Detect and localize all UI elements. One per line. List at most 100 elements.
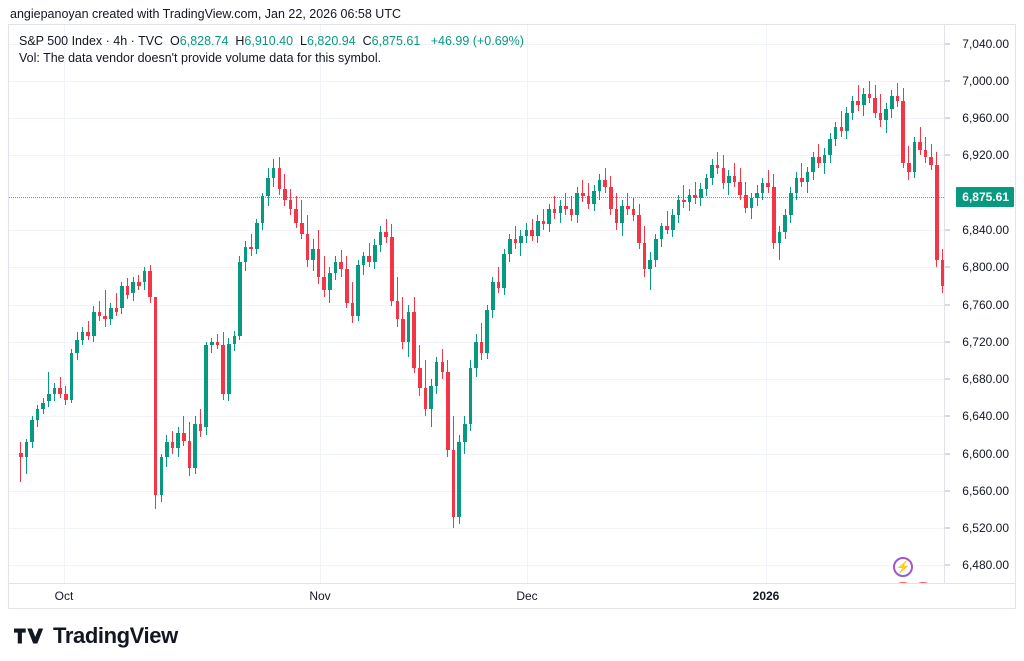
candle-body — [862, 93, 866, 106]
candle-body — [564, 205, 568, 210]
candle-wick — [323, 256, 325, 298]
candle-body — [92, 311, 96, 337]
candle-body — [423, 388, 428, 409]
candle-body — [743, 194, 748, 208]
candle-body — [322, 276, 327, 290]
candle-body — [412, 311, 416, 368]
candle-body — [288, 200, 293, 210]
candle-body — [58, 388, 62, 394]
candle-body — [395, 300, 400, 320]
candle-body — [384, 231, 388, 238]
time-tick-label: Nov — [309, 589, 331, 603]
legend-sep-1: · — [102, 34, 114, 48]
price-scale[interactable]: 7,040.00 7,000.00 6,960.00 6,920.00 6,840.00… — [944, 25, 1015, 584]
gridline-horizontal — [9, 379, 944, 381]
candle-wick — [98, 300, 100, 322]
candle-body — [670, 215, 675, 230]
candle-body — [912, 142, 917, 173]
candle-body — [446, 371, 450, 450]
candle-body — [749, 198, 754, 208]
candle-body — [148, 270, 152, 298]
candle-body — [260, 196, 265, 223]
chart-plot-area[interactable]: ⚡ — [9, 25, 944, 584]
gridline-horizontal — [9, 565, 944, 567]
candle-body — [367, 256, 372, 262]
candle-wick — [734, 162, 736, 188]
time-scale[interactable]: Oct Nov Dec 2026 — [9, 583, 1015, 608]
gridline-vertical — [766, 25, 767, 584]
candle-wick — [514, 226, 516, 249]
candle-body — [187, 440, 192, 469]
price-tick-dash — [945, 117, 950, 119]
candle-wick — [767, 170, 769, 193]
candle-body — [311, 248, 315, 260]
candle-body — [215, 341, 220, 346]
price-tick-dash — [945, 341, 950, 343]
candle-body — [496, 282, 501, 288]
legend-open-value: 6,828.74 — [179, 34, 229, 48]
candle-body — [30, 420, 34, 443]
legend-sep-2: · — [127, 34, 139, 48]
candle-body — [901, 101, 905, 163]
candle-body — [575, 192, 579, 216]
candle-body — [401, 319, 405, 342]
candle-body — [176, 433, 180, 448]
candle-wick — [571, 196, 573, 221]
candle-body — [884, 108, 889, 121]
candle-wick — [155, 490, 157, 510]
price-tick-dash — [945, 43, 950, 45]
candle-wick — [424, 360, 426, 417]
legend-low-label: L — [300, 34, 307, 48]
candle-body — [120, 285, 124, 309]
price-tick-dash — [945, 80, 950, 82]
price-tick-label: 6,640.00 — [962, 409, 1009, 424]
candle-body — [19, 452, 23, 458]
candle-body — [35, 408, 40, 421]
candle-wick — [818, 144, 820, 169]
gridline-horizontal — [9, 155, 944, 157]
candle-wick — [200, 408, 202, 437]
candle-wick — [542, 209, 544, 230]
candle-body — [659, 226, 664, 240]
candle-body — [507, 239, 512, 255]
candle-body — [159, 457, 164, 495]
legend-symbol: S&P 500 Index — [19, 34, 103, 48]
price-tick-label: 7,000.00 — [962, 73, 1009, 88]
candle-body — [895, 95, 900, 102]
gridline-vertical — [64, 25, 65, 584]
candle-body — [923, 149, 928, 158]
gridline-vertical — [527, 25, 528, 584]
current-price-badge: 6,875.61 — [956, 186, 1014, 207]
candle-body — [811, 157, 815, 173]
candle-body — [502, 254, 506, 288]
candle-wick — [779, 226, 780, 260]
candle-body — [339, 261, 343, 270]
candle-body — [373, 244, 377, 262]
candle-body — [805, 172, 810, 182]
legend-high-label: H — [235, 34, 245, 48]
price-tick-label: 6,600.00 — [962, 446, 1009, 461]
candle-body — [890, 95, 894, 109]
legend-low-value: 6,820.94 — [307, 34, 356, 48]
candle-body — [631, 209, 636, 216]
candle-body — [283, 188, 287, 201]
candle-wick — [48, 371, 50, 407]
price-tick-label: 7,040.00 — [962, 36, 1009, 51]
candle-body — [822, 155, 827, 163]
price-tick-label: 6,560.00 — [962, 483, 1009, 498]
candle-body — [710, 164, 714, 178]
candle-body — [620, 205, 624, 223]
price-tick-label: 6,720.00 — [962, 334, 1009, 349]
candle-body — [878, 112, 883, 121]
price-tick-label: 6,920.00 — [962, 148, 1009, 163]
candle-body — [783, 215, 787, 232]
candle-wick — [897, 82, 899, 107]
candle-body — [513, 239, 518, 243]
legend-ohlc-row: S&P 500 Index · 4h · TVC O6,828.74 H6,91… — [19, 33, 524, 50]
gridline-horizontal — [9, 490, 944, 492]
candle-body — [935, 164, 939, 260]
earnings-marker[interactable]: ⚡ — [893, 557, 913, 577]
candle-body — [929, 157, 934, 165]
candle-wick — [368, 243, 370, 268]
price-tick-dash — [945, 415, 950, 417]
